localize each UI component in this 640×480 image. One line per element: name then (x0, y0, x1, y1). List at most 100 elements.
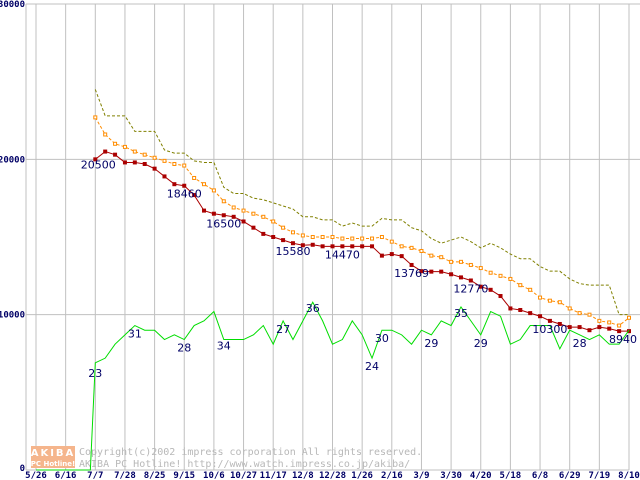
price-point (261, 231, 266, 236)
price-point (310, 242, 315, 247)
price-point (429, 269, 434, 274)
price-point (202, 208, 207, 213)
x-tick-label: 5/26 (25, 471, 47, 480)
x-tick-label: 5/18 (500, 471, 522, 480)
average-point (478, 266, 483, 271)
price-point (627, 329, 631, 334)
average-point (103, 132, 108, 137)
data-label: 24 (365, 360, 379, 373)
price-point (152, 166, 157, 171)
x-tick-label: 1/26 (351, 471, 373, 480)
average-point (340, 236, 345, 241)
data-label: 8940 (609, 333, 637, 346)
price-point (251, 225, 256, 230)
average-point (627, 315, 631, 320)
price-point (122, 160, 127, 165)
price-point (538, 314, 543, 319)
price-point (508, 306, 513, 311)
y-tick-label: 20000 (0, 155, 25, 165)
data-label: 13769 (394, 267, 429, 280)
price-point (577, 325, 582, 330)
average-point (221, 199, 226, 204)
average-point (360, 236, 365, 241)
x-tick-label: 3/30 (440, 471, 462, 480)
data-label: 16500 (206, 217, 241, 230)
price-point (557, 321, 562, 326)
average-point (518, 283, 523, 288)
average-point (468, 262, 473, 267)
average-point (370, 236, 375, 241)
average-point (528, 287, 533, 292)
logo-bottom: PC Hotline! (31, 460, 75, 468)
average-point (538, 295, 543, 300)
price-point (162, 174, 167, 179)
x-tick-label: 12/28 (319, 471, 346, 480)
average-point (409, 245, 414, 250)
average-point (251, 211, 256, 216)
x-tick-label: 6/16 (55, 471, 77, 480)
logo-top-bg (31, 446, 75, 458)
x-tick-label: 3/9 (413, 471, 429, 480)
price-point (231, 214, 236, 219)
data-label: 29 (424, 337, 438, 350)
price-point (103, 149, 108, 154)
average-point (271, 219, 276, 224)
data-label: 35 (454, 307, 468, 320)
price-point (498, 294, 503, 299)
y-tick-label: 0 (20, 464, 25, 474)
price-point (617, 329, 622, 334)
data-label: 31 (128, 328, 142, 341)
price-point (567, 325, 572, 330)
logo-top: AKIBA (31, 448, 76, 459)
data-label: 18460 (167, 188, 202, 201)
average-point (231, 205, 236, 210)
price-point (597, 325, 602, 330)
price-point (399, 254, 404, 259)
average-point (142, 152, 147, 157)
average-point (320, 235, 325, 239)
logo-bottom-bg (31, 458, 75, 468)
price-point (488, 287, 493, 292)
average-point (241, 208, 246, 213)
x-tick-label: 10/6 (203, 471, 225, 480)
average-point (508, 276, 513, 281)
average-point (458, 259, 463, 264)
price-point (528, 311, 533, 316)
price-point (607, 326, 612, 331)
price-point (439, 269, 444, 274)
price-point (132, 160, 137, 165)
average-point (557, 300, 562, 305)
price-point (221, 213, 226, 218)
x-tick-label: 4/20 (470, 471, 492, 480)
copyright-line: Copyright(c)2002 impress corporation All… (79, 447, 422, 458)
average-point (202, 182, 207, 187)
price-point (409, 262, 414, 267)
average-point (419, 248, 424, 253)
data-labels: 20500 18460 16500 15580 14470 13769 12770 10300… (81, 158, 637, 379)
price-point (182, 183, 187, 188)
x-axis-ticks: 5/26 6/16 7/7 7/28 8/25 9/15 10/6 10/27 11/17 12/… (25, 471, 640, 480)
average-point (567, 306, 572, 311)
average-point (261, 214, 266, 219)
price-point (320, 244, 325, 249)
url-line: AKIBA PC Hotline! http://www.watch.impre… (79, 459, 410, 470)
average-point (192, 175, 197, 180)
x-tick-label: 2/16 (381, 471, 403, 480)
series-upper-line (94, 89, 629, 316)
y-tick-label: 30000 (0, 0, 25, 10)
average-point (132, 149, 137, 154)
average-point (182, 163, 187, 168)
price-point (449, 272, 454, 277)
data-label: 36 (306, 302, 320, 315)
price-point (93, 157, 98, 162)
average-point (587, 312, 592, 317)
x-tick-label: 8/25 (144, 471, 166, 480)
data-label: 28 (573, 337, 587, 350)
price-point (419, 269, 424, 274)
average-point (399, 244, 404, 249)
average-point (172, 161, 177, 166)
price-point (281, 238, 286, 243)
price-point (587, 328, 592, 333)
average-point (439, 255, 444, 260)
